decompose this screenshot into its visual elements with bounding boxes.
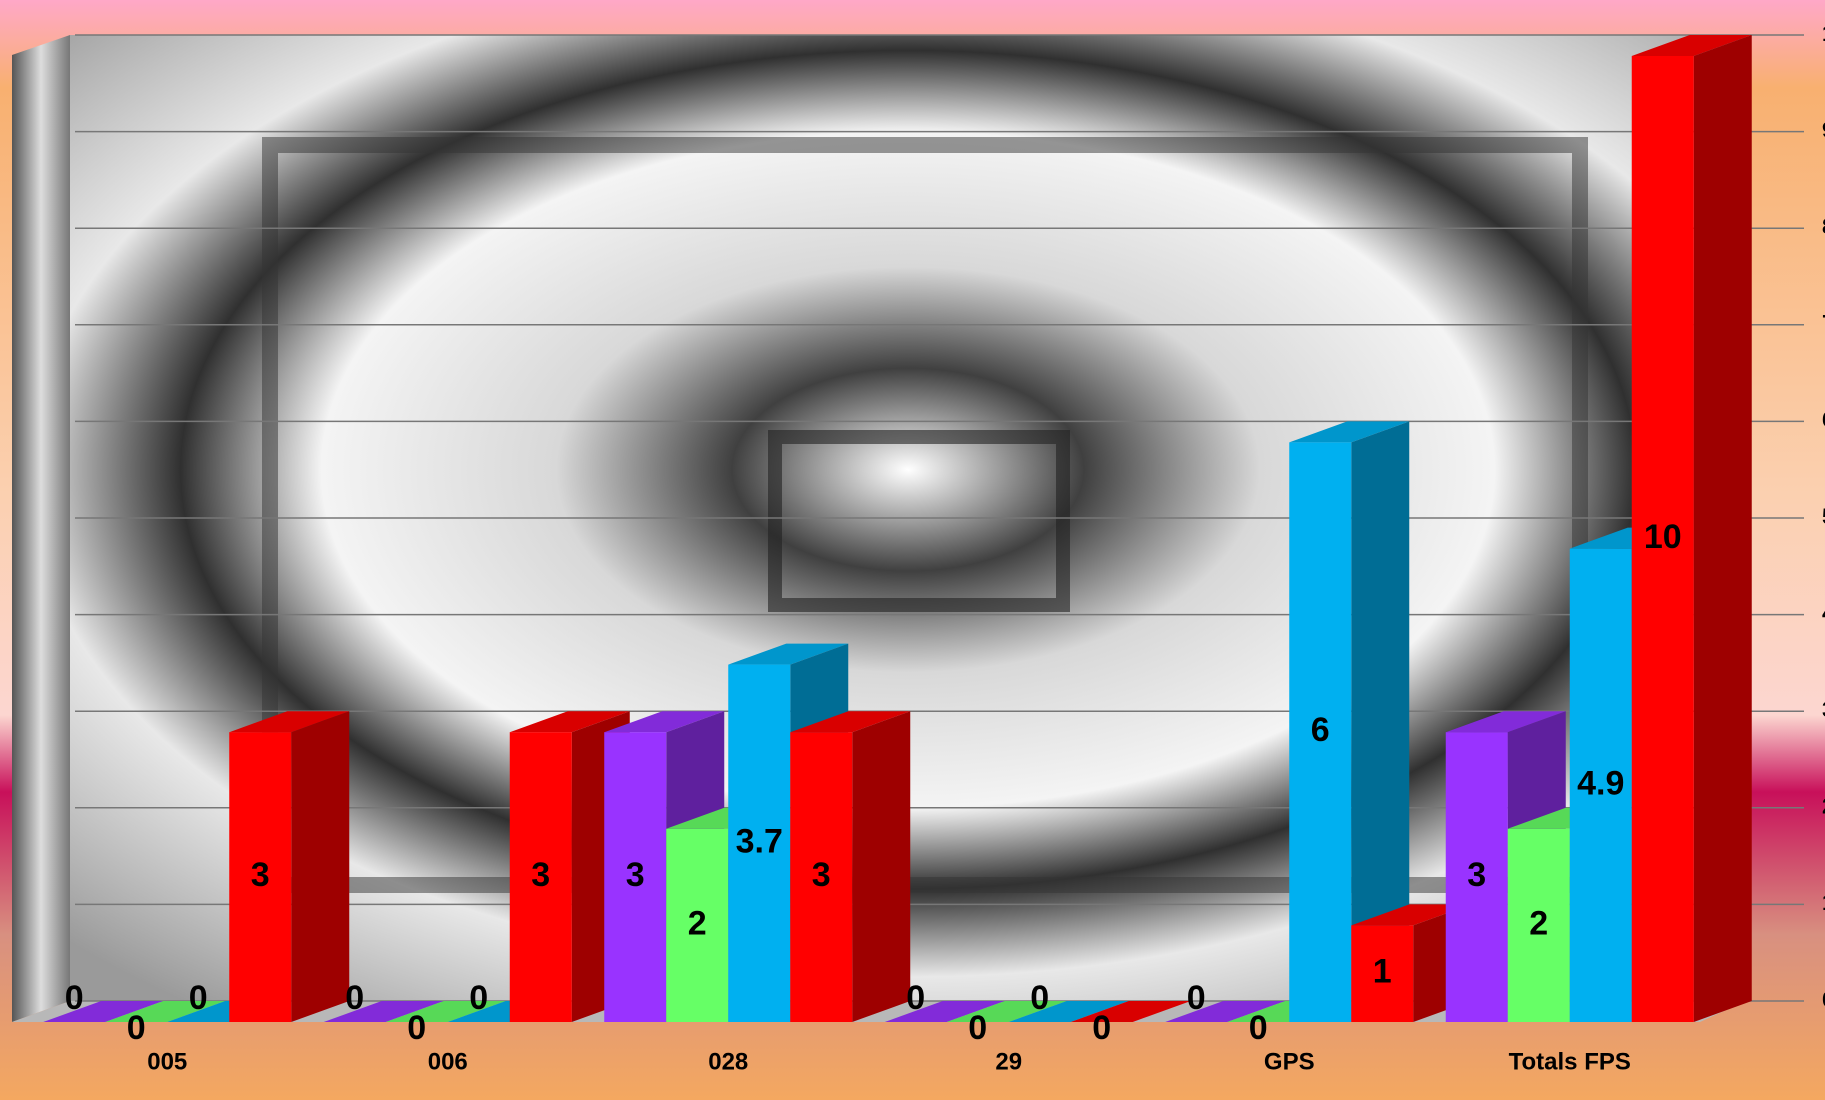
bar (509, 732, 572, 1022)
bar-side (852, 711, 911, 1022)
data-label: 3 (1467, 856, 1486, 894)
bar-top (1165, 1001, 1286, 1022)
data-label: 6 (1311, 711, 1330, 749)
bar-top (229, 711, 350, 733)
y-tick-label: 4 (1822, 600, 1825, 625)
bar-top (884, 1001, 1005, 1022)
y-tick-label: 1 (1822, 890, 1825, 915)
data-label: 0 (407, 1009, 426, 1047)
bar (1631, 56, 1694, 1022)
y-tick-label: 5 (1822, 504, 1825, 529)
bar-side (291, 711, 350, 1022)
bar (604, 732, 667, 1022)
y-tick-label: 3 (1822, 697, 1825, 722)
bar-top (1008, 1001, 1129, 1022)
y-tick-label: 6 (1822, 407, 1825, 432)
x-tick-label: 028 (708, 1048, 748, 1075)
data-label: 0 (189, 979, 208, 1017)
data-label: 0 (1092, 1009, 1111, 1047)
data-label: 3.7 (736, 822, 783, 860)
y-tick-label: 2 (1822, 794, 1825, 819)
data-label: 0 (65, 979, 84, 1017)
bars (43, 35, 1752, 1022)
wall-decor (262, 137, 1588, 893)
bar (1351, 925, 1414, 1022)
data-label: 2 (1529, 904, 1548, 942)
data-label: 2 (688, 904, 707, 942)
x-tick-label: GPS (1264, 1048, 1315, 1075)
bar (728, 664, 791, 1022)
bar (1507, 828, 1570, 1022)
data-label: 0 (1249, 1009, 1268, 1047)
data-label: 0 (1030, 979, 1049, 1017)
data-label: 1 (1373, 953, 1392, 991)
x-tick-label: 005 (147, 1048, 187, 1075)
data-label: 0 (968, 1009, 987, 1047)
bar-top (1289, 421, 1410, 443)
x-tick-label: 29 (995, 1048, 1022, 1075)
x-tick-label: 006 (428, 1048, 468, 1075)
bar-side (1351, 421, 1410, 1022)
bar-top (385, 1001, 506, 1022)
data-label: 3 (812, 856, 831, 894)
bar (1289, 442, 1352, 1022)
data-label: 10 (1644, 518, 1682, 556)
bar-top (323, 1001, 444, 1022)
data-label: 0 (1187, 979, 1206, 1017)
bar-side (1693, 35, 1752, 1022)
data-label: 3 (251, 856, 270, 894)
data-label: 0 (345, 979, 364, 1017)
bar (666, 828, 729, 1022)
y-tick-label: 9 (1822, 117, 1825, 142)
bar-top (946, 1001, 1067, 1022)
y-tick-label: 8 (1822, 214, 1825, 239)
bar-top (790, 711, 911, 733)
bar (229, 732, 292, 1022)
data-label: 3 (531, 856, 550, 894)
data-label: 0 (469, 979, 488, 1017)
bar-top (509, 711, 630, 733)
bar-top (1631, 35, 1752, 56)
x-tick-label: Totals FPS (1509, 1048, 1631, 1075)
data-label: 0 (127, 1009, 146, 1047)
data-label: 4.9 (1577, 764, 1624, 802)
y-tick-label: 0 (1822, 987, 1825, 1012)
labels: 01234567891000500030060003028323.7329000… (65, 21, 1825, 1076)
bar (790, 732, 853, 1022)
wall-decor (768, 430, 1070, 612)
data-label: 0 (906, 979, 925, 1017)
bar-top (1351, 904, 1472, 926)
bar-top (728, 643, 849, 665)
bar-top (105, 1001, 226, 1022)
bar (1569, 548, 1632, 1022)
y-tick-label: 7 (1822, 311, 1825, 336)
bar-top (1070, 1001, 1191, 1022)
bar-top (1445, 711, 1566, 733)
bar-top (604, 711, 725, 733)
bar-top (43, 1001, 164, 1022)
bar (1445, 732, 1508, 1022)
data-label: 3 (626, 856, 645, 894)
y-tick-label: 10 (1822, 21, 1825, 46)
side-wall (12, 35, 70, 1022)
